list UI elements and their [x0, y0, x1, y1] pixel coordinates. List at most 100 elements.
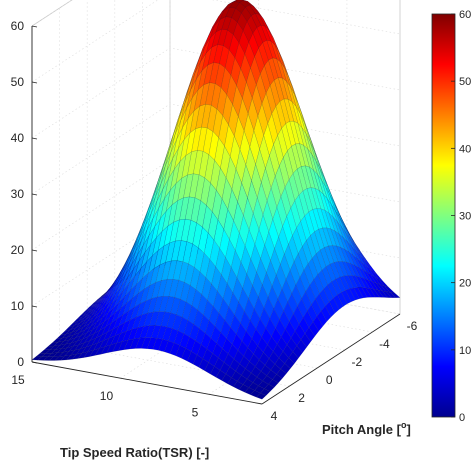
surface-patch: [83, 349, 94, 358]
y-gridline: [208, 0, 348, 395]
surface-patch: [251, 163, 262, 199]
surface-patch: [246, 372, 258, 383]
surface-patch: [59, 339, 70, 346]
surface-patch: [238, 384, 250, 393]
surface-patch: [174, 103, 186, 135]
surface-patch: [260, 65, 271, 94]
surface-patch: [256, 371, 267, 382]
surface-patch: [250, 56, 261, 86]
surface-patch: [295, 276, 306, 300]
surface-patch: [163, 134, 174, 167]
surface-patch: [180, 218, 192, 242]
colorbar-tick-label: 10: [459, 345, 471, 357]
surface-patch: [256, 25, 267, 43]
surface-patch: [106, 342, 117, 354]
surface-patch: [268, 379, 279, 388]
z-tick-label: 50: [11, 75, 25, 89]
y-tick-label: 15: [11, 373, 25, 387]
surface-patch: [257, 102, 268, 137]
surface-patch: [226, 326, 237, 345]
surface-patch: [197, 126, 208, 152]
surface-patch: [219, 7, 231, 20]
surface-patch: [272, 374, 283, 384]
surface-patch: [220, 145, 231, 179]
surface-patch: [97, 297, 108, 311]
surface-patch: [208, 131, 219, 161]
z-tick-label: 10: [11, 299, 25, 313]
z-tick-label: 20: [11, 243, 25, 257]
surface-patch: [101, 285, 112, 299]
surface-patch: [255, 392, 267, 400]
surface-patch: [204, 362, 215, 375]
surface-patch: [208, 16, 219, 36]
surface-patch: [112, 271, 123, 290]
surface-patch: [197, 64, 209, 91]
surface-patch: [259, 388, 271, 396]
surface-patch: [132, 277, 143, 299]
surface-patch: [158, 296, 170, 313]
surface-patch: [242, 81, 253, 115]
surface-patch: [229, 1, 241, 9]
surface-patch: [273, 298, 284, 320]
surface-patch: [152, 189, 164, 219]
surface-patch: [208, 353, 219, 367]
axis-ticks: 0 10 20 30 40 50 60 15 10 5 -6 -4 -2 0 2 4: [11, 19, 418, 423]
colorbar-tick-label: 50: [459, 76, 471, 88]
y-tick-label: 5: [192, 405, 199, 419]
colorbar: 0 10 20 30 40 50 60: [431, 9, 471, 424]
x-tick-label: 2: [298, 391, 305, 405]
surface-patch: [164, 169, 175, 199]
surface-patch: [79, 323, 90, 333]
axes-box-edge: [31, 0, 73, 27]
surface-patch: [103, 283, 114, 298]
x-axis-title-text: Pitch Angle [: [322, 422, 402, 437]
surface-patch: [303, 263, 314, 286]
surface-patch: [241, 6, 252, 22]
z-tick-mark: [31, 193, 38, 196]
surface-patch: [315, 293, 326, 312]
surface-patch: [301, 291, 312, 312]
surface-patch: [175, 154, 187, 184]
surface-patch: [110, 272, 122, 290]
surface-patch: [234, 42, 245, 69]
surface-patch: [277, 127, 288, 158]
surface-patch: [184, 263, 195, 286]
surface-patch: [253, 5, 264, 20]
surface-patch: [61, 331, 73, 339]
surface-patch: [365, 287, 376, 298]
surface-patch: [157, 225, 169, 251]
surface-patch: [52, 351, 64, 357]
x-tick-label: -6: [407, 319, 418, 333]
axis-line: [31, 361, 263, 405]
surface-patch: [116, 302, 128, 320]
surface-patch: [194, 247, 205, 273]
surface-patch: [207, 44, 218, 66]
surface-patch: [251, 328, 262, 347]
surface-patch: [90, 314, 101, 327]
surface-patch: [185, 128, 196, 156]
surface-patch: [62, 346, 74, 353]
surface-patch: [317, 269, 328, 290]
surface-patch: [94, 346, 106, 356]
surface-patch: [254, 359, 266, 372]
surface-patch: [191, 289, 202, 311]
surface-patch: [205, 258, 216, 285]
surface-patch: [247, 97, 259, 132]
surface-patch: [114, 271, 125, 291]
surface-patch: [291, 143, 302, 170]
surface-patch: [347, 275, 358, 289]
surface-patch: [64, 349, 76, 357]
surface-patch: [162, 326, 173, 342]
surface-patch: [255, 318, 266, 338]
surface-patch: [155, 166, 166, 197]
z-tick-label: 40: [11, 131, 25, 145]
surface-patch: [285, 320, 296, 339]
surface-patch: [79, 340, 91, 350]
y-axis-title: Tip Speed Ratio(TSR) [-]: [60, 445, 209, 460]
surface-patch: [337, 292, 348, 307]
surface-patch: [264, 384, 275, 392]
x-tick-label: 0: [326, 373, 333, 387]
z-tick-mark: [31, 25, 38, 28]
surface-patch: [230, 57, 241, 86]
